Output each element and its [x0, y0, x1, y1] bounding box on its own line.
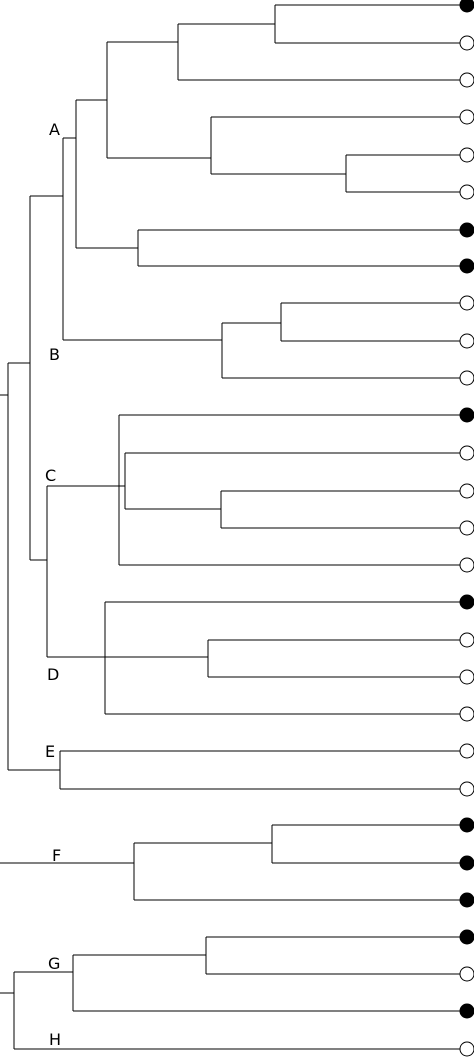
open-tip-marker [459, 483, 474, 499]
filled-tip-marker [459, 892, 474, 908]
branch [210, 116, 467, 175]
branch [46, 485, 208, 658]
clade-labels: A B C D E F G H [45, 120, 61, 1049]
open-tip-marker [459, 370, 474, 386]
open-tip-marker [459, 669, 474, 685]
filled-tip-marker [459, 594, 474, 610]
branch [137, 229, 467, 267]
clade-label-d: D [47, 665, 59, 684]
filled-tip-marker [459, 855, 474, 871]
filled-tip-marker [459, 407, 474, 423]
open-tip-marker [459, 109, 474, 125]
filled-tip-marker [459, 0, 474, 13]
open-tip-marker [459, 743, 474, 759]
branch [133, 842, 467, 901]
branch [124, 452, 467, 510]
clade-label-a: A [49, 120, 60, 139]
clade-label-c: C [45, 466, 56, 485]
open-tip-marker [459, 1041, 474, 1057]
tip-markers [459, 0, 474, 1057]
branch [221, 322, 467, 379]
branch [220, 490, 467, 529]
branch [13, 971, 467, 1050]
branch [207, 639, 467, 678]
branch [62, 137, 222, 341]
branch [177, 23, 467, 81]
filled-tip-marker [459, 258, 474, 274]
branch [345, 154, 467, 193]
open-tip-marker [459, 35, 474, 51]
branch [75, 99, 138, 249]
open-tip-marker [459, 333, 474, 349]
open-tip-marker [459, 445, 474, 461]
clade-label-g: G [48, 954, 60, 973]
branch [59, 750, 467, 790]
branch [271, 824, 467, 864]
open-tip-marker [459, 520, 474, 536]
filled-tip-marker [459, 222, 474, 238]
branch [274, 4, 467, 44]
open-tip-marker [459, 966, 474, 982]
filled-tip-marker [459, 1003, 474, 1019]
branch [29, 195, 63, 561]
open-tip-marker [459, 557, 474, 573]
open-tip-marker [459, 147, 474, 163]
branch [118, 414, 467, 566]
branch [106, 41, 211, 159]
open-tip-marker [459, 72, 474, 88]
branch [280, 302, 467, 342]
open-tip-marker [459, 781, 474, 797]
branch [205, 936, 467, 975]
branch [104, 601, 467, 715]
filled-tip-marker [459, 817, 474, 833]
clade-label-e: E [45, 742, 55, 761]
clade-label-h: H [49, 1030, 61, 1049]
open-tip-marker [459, 706, 474, 722]
open-tip-marker [459, 632, 474, 648]
clade-label-b: B [49, 345, 60, 364]
tree-branches [0, 4, 467, 1050]
branch [72, 954, 467, 1012]
branch [7, 362, 60, 771]
filled-tip-marker [459, 929, 474, 945]
clade-label-f: F [52, 846, 61, 865]
open-tip-marker [459, 295, 474, 311]
open-tip-marker [459, 184, 474, 200]
